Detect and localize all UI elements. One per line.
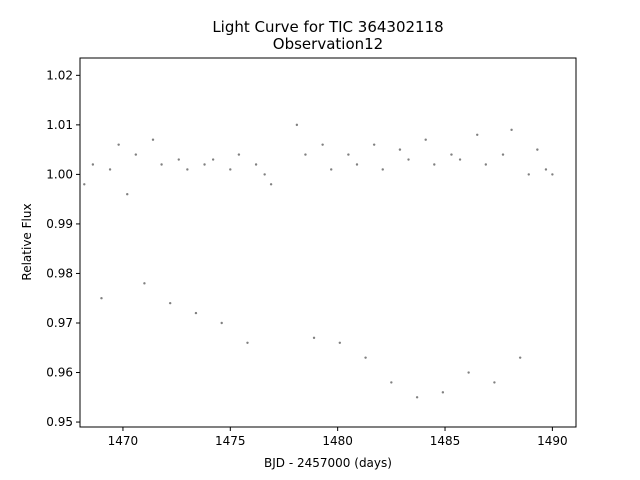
data-point bbox=[407, 158, 410, 161]
data-point bbox=[134, 153, 138, 156]
data-point bbox=[126, 193, 129, 196]
y-tick-label: 1.00 bbox=[46, 167, 73, 181]
data-point bbox=[415, 396, 419, 399]
data-point bbox=[117, 143, 120, 146]
data-point bbox=[347, 153, 350, 156]
data-point bbox=[237, 153, 241, 156]
y-tick-label: 1.02 bbox=[46, 68, 73, 82]
data-points bbox=[83, 123, 554, 399]
y-tick-label: 1.01 bbox=[46, 118, 73, 132]
data-point bbox=[108, 168, 112, 171]
y-tick-label: 0.95 bbox=[46, 415, 73, 429]
data-point bbox=[390, 381, 393, 384]
x-tick-label: 1485 bbox=[430, 434, 461, 448]
chart-title: Light Curve for TIC 364302118 bbox=[212, 18, 443, 36]
data-point bbox=[518, 356, 522, 359]
x-tick-label: 1470 bbox=[108, 434, 139, 448]
data-point bbox=[330, 168, 333, 171]
data-point bbox=[338, 341, 342, 344]
data-point bbox=[493, 381, 496, 384]
x-tick-label: 1475 bbox=[215, 434, 246, 448]
data-point bbox=[194, 311, 198, 315]
x-tick-label: 1490 bbox=[537, 434, 568, 448]
data-point bbox=[304, 153, 307, 156]
y-axis-label: Relative Flux bbox=[20, 203, 34, 280]
data-point bbox=[168, 301, 172, 305]
data-point bbox=[160, 163, 163, 166]
data-point bbox=[263, 173, 266, 176]
x-tick-label: 1480 bbox=[322, 434, 353, 448]
data-point bbox=[433, 163, 436, 166]
data-point bbox=[551, 173, 554, 176]
data-point bbox=[295, 123, 299, 127]
y-tick-label: 0.97 bbox=[46, 316, 73, 330]
data-point bbox=[355, 163, 359, 166]
data-point bbox=[527, 173, 530, 176]
data-point bbox=[143, 282, 146, 285]
data-point bbox=[254, 163, 258, 166]
data-point bbox=[211, 158, 215, 161]
x-axis-ticks: 1470 1475 1480 1485 1490 bbox=[108, 427, 568, 448]
data-point bbox=[186, 168, 189, 171]
x-axis-label: BJD - 2457000 (days) bbox=[264, 456, 392, 470]
plot-area-frame bbox=[79, 57, 577, 428]
data-point bbox=[100, 297, 103, 300]
data-point bbox=[83, 183, 86, 186]
data-point bbox=[467, 371, 470, 374]
data-point bbox=[536, 148, 539, 151]
data-point bbox=[151, 138, 155, 141]
data-point bbox=[321, 143, 324, 146]
data-point bbox=[450, 153, 453, 156]
chart-subtitle: Observation12 bbox=[273, 35, 383, 53]
data-point bbox=[484, 163, 488, 166]
data-point bbox=[476, 133, 479, 136]
data-point bbox=[312, 336, 316, 340]
data-point bbox=[501, 153, 505, 156]
data-point bbox=[220, 321, 223, 325]
data-point bbox=[91, 163, 95, 166]
data-point bbox=[246, 341, 249, 344]
data-point bbox=[458, 158, 462, 161]
data-point bbox=[441, 391, 445, 394]
y-tick-label: 0.96 bbox=[46, 366, 73, 380]
y-axis-ticks: 0.95 0.96 0.97 0.98 0.99 1.00 1.01 1.02 bbox=[46, 68, 80, 429]
data-point bbox=[381, 168, 384, 171]
y-tick-label: 0.98 bbox=[46, 266, 73, 280]
data-point bbox=[177, 158, 180, 161]
data-point bbox=[372, 143, 376, 146]
data-point bbox=[398, 148, 402, 151]
data-point bbox=[424, 138, 427, 141]
y-tick-label: 0.99 bbox=[46, 217, 73, 231]
data-point bbox=[203, 163, 206, 166]
data-point bbox=[510, 128, 513, 132]
data-point bbox=[229, 168, 232, 171]
data-point bbox=[269, 183, 273, 186]
data-point bbox=[364, 356, 367, 359]
data-point bbox=[544, 168, 548, 171]
